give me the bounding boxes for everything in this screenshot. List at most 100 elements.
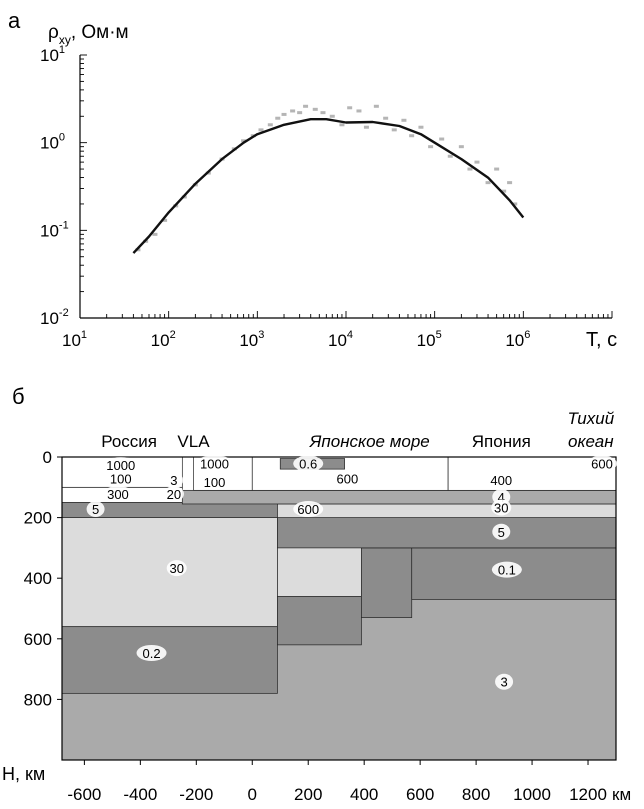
value-marker-bg — [332, 470, 363, 487]
x-tick-label-b: -600 — [67, 785, 101, 804]
resistivity-block — [181, 489, 617, 505]
value-marker-bg — [136, 644, 167, 661]
y-tick-label-exp: -1 — [59, 219, 69, 231]
resistivity-value: 1000 — [200, 457, 229, 472]
observed-point — [383, 116, 389, 120]
value-marker-bg — [166, 560, 187, 577]
value-marker-bg — [199, 473, 230, 490]
value-marker-bg — [100, 457, 141, 474]
observed-point — [329, 114, 335, 118]
value-marker-bg — [492, 523, 511, 540]
y-tick-label: 101 — [40, 44, 65, 65]
x-tick-label-b: 0 — [248, 785, 257, 804]
observed-point — [356, 109, 362, 113]
value-marker-bg — [163, 485, 184, 502]
y-tick-label-b: 400 — [24, 569, 52, 588]
observed-point — [447, 154, 453, 158]
resistivity-value: 1000 — [106, 458, 135, 473]
observed-point — [363, 125, 369, 129]
x-tick-label-b: 800 — [462, 785, 490, 804]
x-tick-label-b: 600 — [406, 785, 434, 804]
y-axis-label-a: ρxy, Ом·м — [48, 22, 129, 47]
y-axis-label-sub: xy — [59, 33, 71, 47]
observed-point — [439, 137, 445, 141]
y-tick-label-exp: 1 — [59, 44, 65, 56]
resistivity-value: 5 — [92, 502, 99, 517]
x-tick-label-b: 1000 — [513, 785, 551, 804]
value-marker-bg — [491, 499, 512, 516]
observed-point — [507, 181, 513, 185]
y-tick-label-base: 10 — [40, 221, 59, 240]
y-tick-label: 10-2 — [40, 307, 69, 328]
value-marker-bg — [102, 485, 133, 502]
y-axis-label-rest: , Ом·м — [71, 22, 129, 43]
resistivity-value: 300 — [107, 487, 129, 502]
observed-point — [501, 189, 507, 193]
panel-a-label: а — [8, 8, 21, 33]
value-marker-bg — [164, 472, 183, 489]
resistivity-value: 0.6 — [299, 457, 317, 472]
x-tick-label: 106 — [505, 329, 530, 350]
resistivity-value: 20 — [167, 487, 181, 502]
y-tick-label-base: 10 — [40, 309, 59, 328]
resistivity-value: 0.1 — [498, 563, 516, 578]
x-tick-label-b: 200 — [294, 785, 322, 804]
observed-point — [458, 145, 464, 149]
resistivity-block — [277, 596, 362, 646]
region-label: Тихий — [567, 409, 614, 428]
resistivity-value: 0.2 — [142, 646, 160, 661]
resistivity-value: 3 — [170, 473, 177, 488]
observed-point — [267, 123, 273, 127]
x-tick-label-b: -400 — [123, 785, 157, 804]
x-tick-label: 105 — [417, 329, 442, 350]
observed-point — [418, 125, 424, 129]
observed-point — [339, 123, 345, 127]
resistivity-value: 600 — [337, 472, 359, 487]
observed-point — [485, 181, 491, 185]
value-marker-bg — [86, 501, 105, 518]
value-marker-bg — [293, 501, 324, 518]
resistivity-value: 30 — [169, 561, 183, 576]
y-tick-label-b: 0 — [43, 448, 52, 467]
region-label: океан — [568, 432, 614, 451]
observed-point — [275, 116, 281, 120]
x-tick-label-exp: 4 — [347, 329, 353, 341]
observed-point — [401, 118, 407, 122]
resistivity-value: 600 — [297, 502, 319, 517]
y-tick-label-b: 600 — [24, 630, 52, 649]
y-tick-label-exp: -2 — [59, 307, 69, 319]
observed-point — [303, 104, 309, 108]
x-tick-label: 103 — [239, 329, 264, 350]
observed-point — [373, 104, 379, 108]
section-frame — [61, 456, 617, 761]
x-tick-label-exp: 5 — [436, 329, 442, 341]
x-tick-label-b: -200 — [179, 785, 213, 804]
resistivity-value: 30 — [494, 501, 508, 516]
region-label: VLA — [177, 432, 210, 451]
x-tick-label-base: 10 — [417, 331, 436, 350]
x-tick-label-b: 400 — [350, 785, 378, 804]
x-tick-label-b: 1200 — [569, 785, 607, 804]
x-tick-label-base: 10 — [239, 331, 258, 350]
value-marker-bg — [495, 673, 514, 690]
y-tick-label: 10-1 — [40, 219, 69, 240]
observed-point — [428, 145, 434, 149]
resistivity-value: 600 — [591, 457, 613, 472]
observed-point — [152, 232, 158, 236]
observed-point — [241, 139, 247, 143]
resistivity-value: 400 — [490, 473, 512, 488]
observed-point — [312, 107, 318, 111]
observed-point — [162, 218, 168, 222]
value-marker-bg — [105, 470, 136, 487]
region-label: Россия — [101, 432, 157, 451]
model-curve — [132, 118, 525, 254]
x-tick-label-base: 10 — [62, 331, 81, 350]
y-tick-label-exp: 0 — [59, 132, 65, 144]
resistivity-block — [61, 626, 278, 694]
observed-point — [512, 202, 518, 206]
x-tick-label-base: 10 — [328, 331, 347, 350]
resistivity-value: 100 — [204, 475, 226, 490]
observed-point — [494, 167, 500, 171]
